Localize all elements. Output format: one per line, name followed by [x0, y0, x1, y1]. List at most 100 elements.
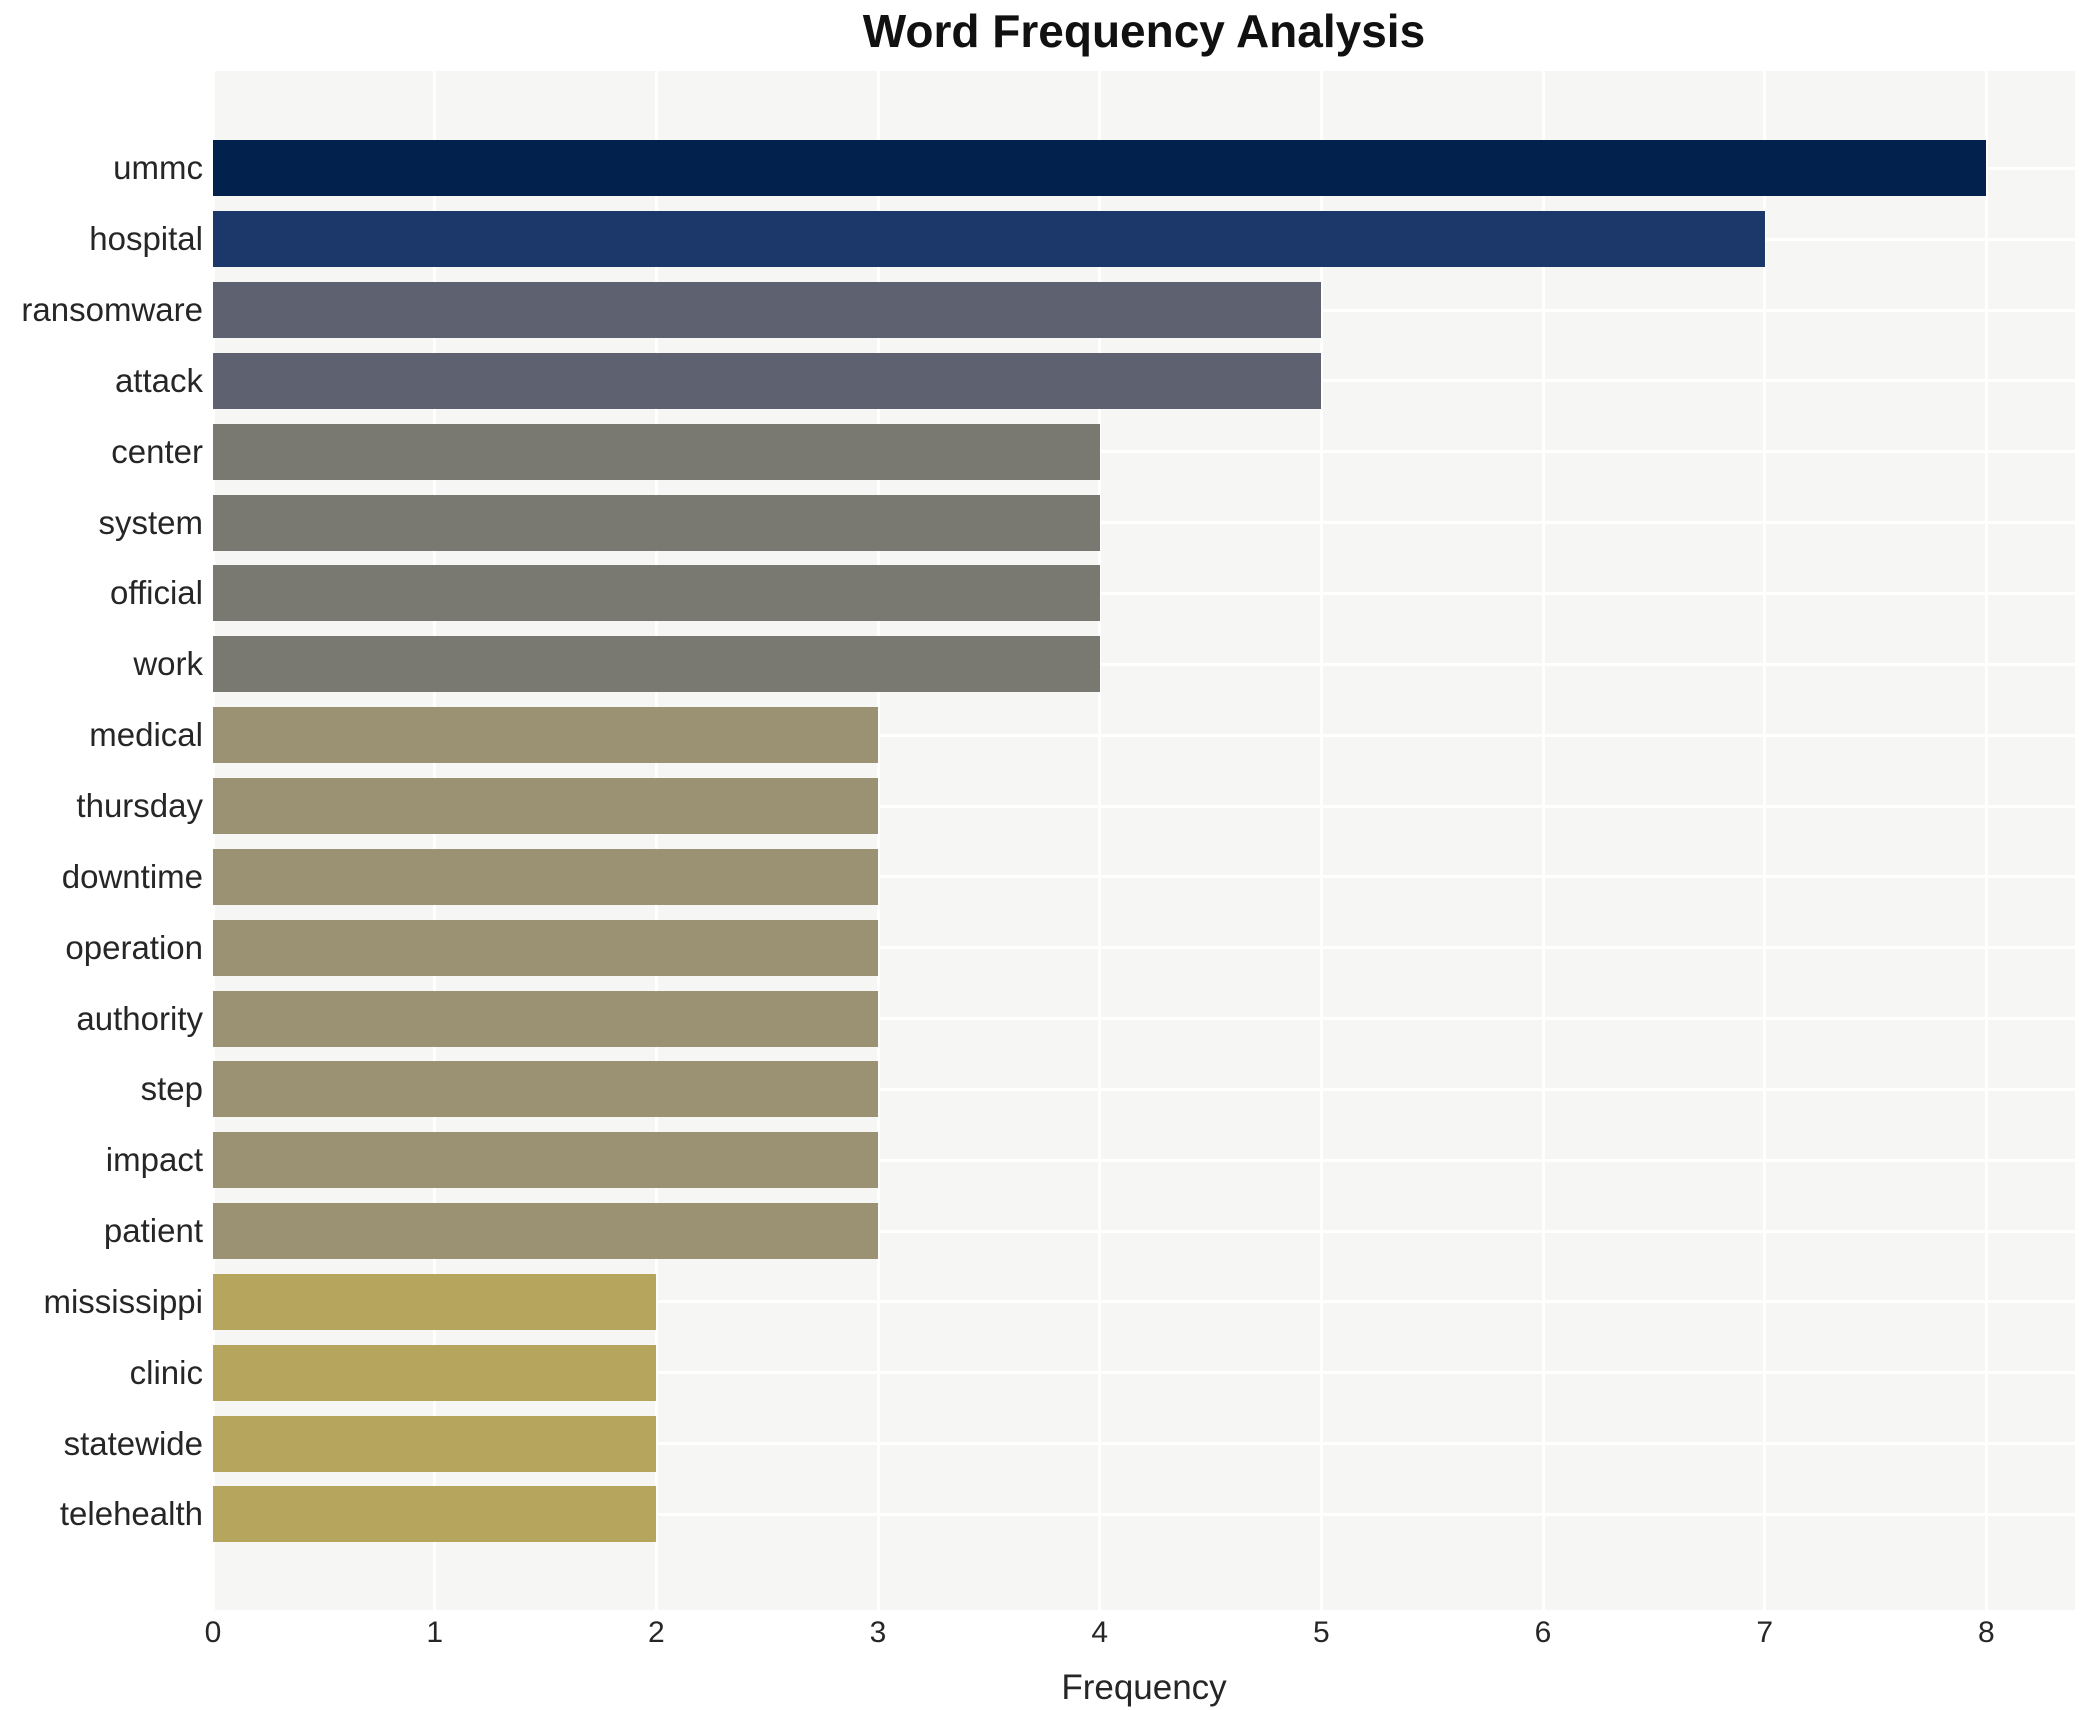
- y-gridline: [213, 1371, 2075, 1375]
- y-tick-label: clinic: [129, 1353, 203, 1391]
- y-gridline: [213, 1512, 2075, 1516]
- y-tick-label: hospital: [89, 220, 203, 258]
- y-gridline: [213, 1229, 2075, 1233]
- y-tick-label: statewide: [63, 1424, 203, 1462]
- bar-ummc: [213, 140, 1987, 197]
- y-tick-label: ransomware: [21, 291, 203, 329]
- y-tick-label: center: [111, 432, 203, 470]
- y-tick-label: thursday: [76, 787, 203, 825]
- bar-downtime: [213, 848, 878, 905]
- x-gridline: [876, 71, 880, 1610]
- y-gridline: [213, 733, 2075, 737]
- y-tick-label: step: [140, 1070, 203, 1108]
- bar-impact: [213, 1132, 878, 1189]
- x-axis-label: Frequency: [1061, 1668, 1227, 1707]
- y-gridline: [213, 450, 2075, 454]
- x-gridline: [1098, 71, 1102, 1610]
- plot-area: ummc hospital ransomware attack center system…: [21, 71, 2075, 1610]
- x-axis-ticks: 0 1 2 3 4 5 6 7 8: [205, 1616, 2075, 1656]
- bar-row: telehealth: [60, 1479, 2075, 1550]
- y-gridline: [213, 1158, 2075, 1162]
- bar-hospital: [213, 211, 1765, 268]
- bar-statewide: [213, 1415, 657, 1472]
- bar-row: work: [133, 629, 2075, 700]
- bar-operation: [213, 919, 878, 976]
- bar-row: mississippi: [43, 1267, 2075, 1338]
- x-tick-label: 0: [204, 1616, 222, 1649]
- y-tick-label: mississippi: [43, 1282, 203, 1320]
- y-gridline: [213, 1017, 2075, 1021]
- y-gridline: [213, 804, 2075, 808]
- y-tick-label: telehealth: [59, 1495, 203, 1533]
- bar-work: [213, 636, 1100, 693]
- y-tick-label: downtime: [61, 857, 203, 895]
- bar-attack: [213, 352, 1322, 409]
- bar-row: step: [141, 1054, 2075, 1125]
- y-gridline: [213, 662, 2075, 666]
- x-gridline: [211, 71, 215, 1610]
- x-tick-label: 8: [1977, 1616, 1995, 1649]
- bar-row: authority: [76, 983, 2075, 1054]
- y-tick-label: official: [110, 574, 203, 612]
- x-tick-label: 3: [869, 1616, 887, 1649]
- bar-row: impact: [106, 1125, 2075, 1196]
- bar-authority: [213, 990, 878, 1047]
- x-tick-label: 7: [1756, 1616, 1773, 1649]
- bar-row: hospital: [89, 204, 2075, 275]
- bar-row: ransomware: [21, 275, 2075, 346]
- x-tick-label: 2: [647, 1616, 665, 1649]
- bar-step: [213, 1061, 878, 1118]
- bar-rows: ummc hospital ransomware attack center system…: [21, 133, 2075, 1550]
- bar-official: [213, 565, 1100, 622]
- x-gridline: [1984, 71, 1988, 1610]
- bar-medical: [213, 707, 878, 764]
- y-tick-label: patient: [103, 1212, 203, 1250]
- chart-title: Word Frequency Analysis: [862, 5, 1426, 57]
- bar-patient: [213, 1203, 878, 1260]
- y-tick-label: system: [98, 503, 203, 541]
- x-tick-label: 6: [1534, 1616, 1552, 1649]
- bar-row: operation: [65, 912, 2075, 983]
- y-gridline: [213, 1087, 2075, 1091]
- bar-mississippi: [213, 1273, 657, 1330]
- bar-row: clinic: [130, 1337, 2075, 1408]
- y-tick-label: operation: [65, 928, 203, 966]
- bar-row: ummc: [113, 133, 2075, 204]
- x-tick-label: 1: [426, 1616, 443, 1649]
- bar-system: [213, 494, 1100, 551]
- bar-clinic: [213, 1344, 657, 1401]
- x-tick-label: 4: [1091, 1616, 1108, 1649]
- bar-row: system: [98, 487, 2075, 558]
- bar-row: statewide: [64, 1408, 2075, 1479]
- bar-ransomware: [213, 282, 1322, 339]
- bar-row: downtime: [62, 841, 2075, 912]
- x-gridline: [433, 71, 437, 1610]
- bar-thursday: [213, 778, 878, 835]
- y-gridline: [213, 1442, 2075, 1446]
- bar-row: official: [110, 558, 2075, 629]
- x-gridline: [1763, 71, 1767, 1610]
- x-gridline: [654, 71, 658, 1610]
- y-tick-label: attack: [114, 361, 203, 399]
- y-gridline: [213, 946, 2075, 950]
- bar-row: patient: [104, 1196, 2075, 1267]
- bar-telehealth: [213, 1486, 657, 1543]
- y-tick-label: ummc: [113, 149, 203, 187]
- y-tick-label: impact: [105, 1141, 203, 1179]
- bar-row: thursday: [76, 771, 2075, 842]
- x-gridline: [1541, 71, 1545, 1610]
- y-tick-label: authority: [76, 999, 203, 1037]
- bar-row: attack: [115, 346, 2075, 417]
- x-tick-label: 5: [1312, 1616, 1330, 1649]
- bar-row: medical: [89, 700, 2075, 771]
- bar-row: center: [111, 416, 2075, 487]
- y-tick-label: work: [133, 645, 203, 683]
- y-gridline: [213, 521, 2075, 525]
- y-tick-label: medical: [89, 716, 203, 754]
- y-gridline: [213, 875, 2075, 879]
- y-gridline: [213, 1300, 2075, 1304]
- y-gridline: [213, 591, 2075, 595]
- bar-center: [213, 423, 1100, 480]
- x-gridline: [1319, 71, 1323, 1610]
